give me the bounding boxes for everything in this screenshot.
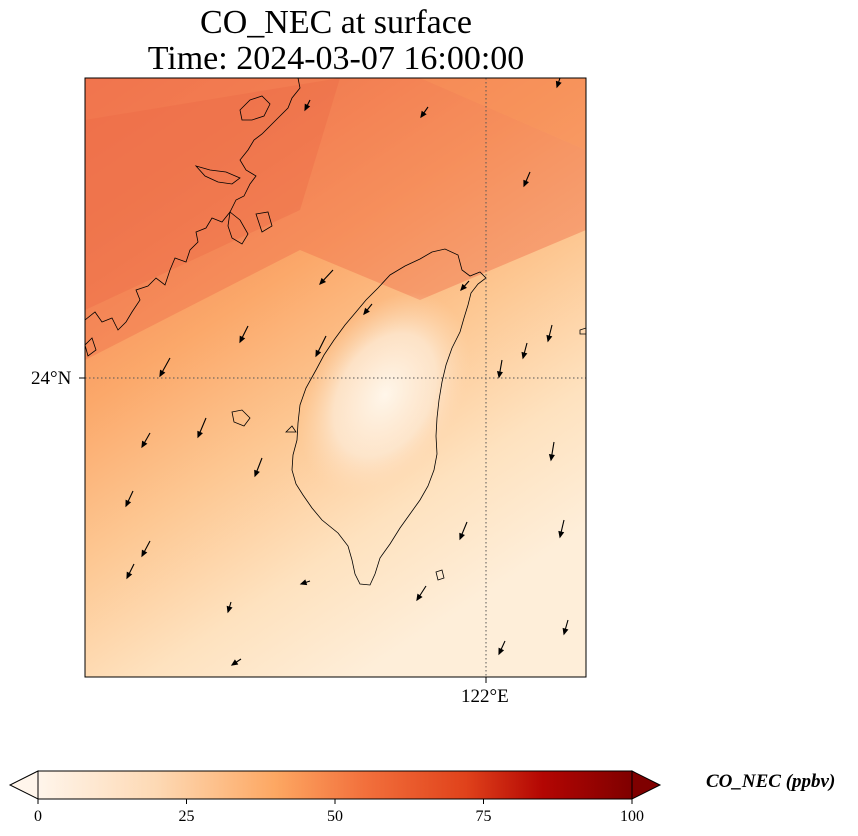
- wind-arrow-head: [548, 454, 555, 462]
- wind-arrow-head: [558, 530, 565, 539]
- colorbar-tick-label: 75: [475, 808, 492, 825]
- coastline: [85, 78, 586, 586]
- colorbar-tick-label: 100: [620, 808, 644, 825]
- wind-arrow-head: [197, 430, 203, 439]
- map-title: CO_NEC at surface: [200, 4, 472, 41]
- wind-arrow-head: [315, 349, 322, 358]
- wind-arrow-head: [230, 659, 239, 666]
- wind-arrow-head: [555, 80, 562, 89]
- colorbar-tick-label: 50: [327, 808, 343, 825]
- wind-arrow-head: [141, 549, 148, 558]
- colorbar: [8, 770, 662, 804]
- wind-arrow-head: [239, 335, 246, 344]
- taiwan-coastline: [291, 248, 487, 586]
- wind-arrow-head: [304, 103, 311, 112]
- wind-arrow-head: [562, 627, 569, 636]
- wind-arrow-head: [496, 371, 503, 379]
- wind-arrow-head: [126, 571, 133, 580]
- china-coastline: [85, 78, 301, 331]
- wind-vectors: [125, 77, 569, 666]
- latitude-label: 24°N: [31, 368, 72, 389]
- colorbar-tick-label: 0: [34, 808, 42, 825]
- wind-arrow-head: [460, 283, 467, 292]
- wind-arrow-head: [319, 277, 327, 286]
- map-time: Time: 2024-03-07 16:00:00: [147, 40, 525, 77]
- gridlines: [85, 78, 586, 677]
- wind-arrow-head: [226, 605, 233, 614]
- wind-arrow-head: [299, 579, 308, 586]
- wind-arrow-head: [141, 440, 148, 449]
- wind-arrow-head: [159, 369, 166, 378]
- wind-arrow-head: [254, 469, 260, 478]
- concentration-field: [85, 78, 586, 677]
- longitude-label: 122°E: [461, 686, 509, 707]
- colorbar-tick-label: 25: [178, 808, 195, 825]
- wind-arrow-head: [459, 532, 465, 541]
- wind-arrow-head: [521, 351, 528, 360]
- wind-arrow-head: [125, 499, 132, 508]
- wind-arrow-head: [523, 179, 529, 188]
- wind-arrow-head: [498, 647, 505, 656]
- wind-arrow-head: [420, 110, 427, 119]
- wind-arrow-head: [546, 334, 553, 343]
- colorbar-title: CO_NEC (ppbv): [706, 771, 836, 792]
- wind-arrow-head: [363, 307, 370, 316]
- wind-arrow-head: [416, 593, 423, 602]
